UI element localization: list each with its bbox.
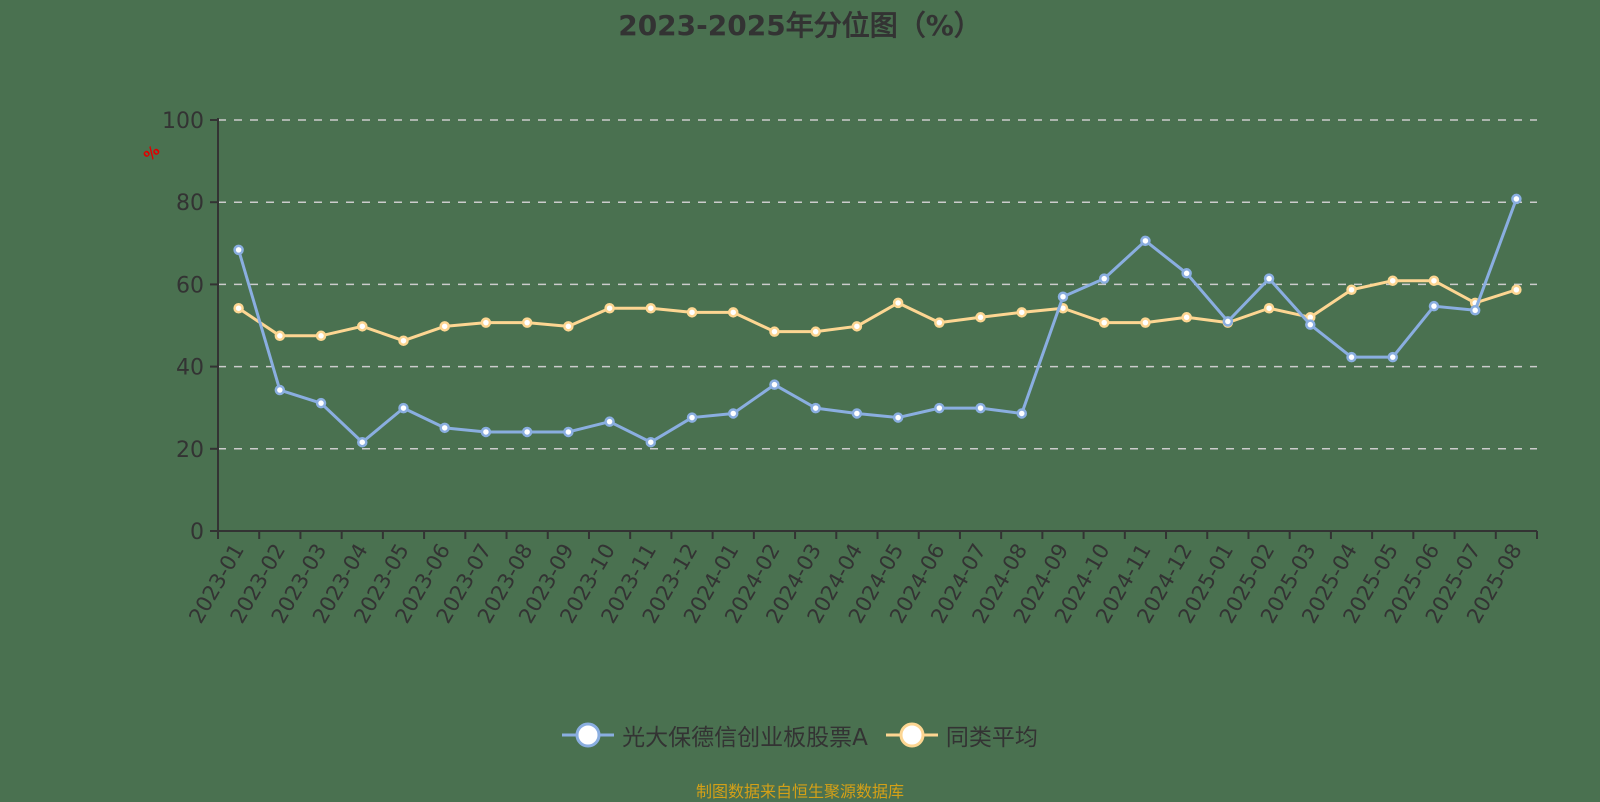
data-point[interactable] [934,402,945,414]
data-point[interactable] [1181,312,1192,323]
data-point[interactable] [357,321,368,332]
data-point[interactable] [521,426,533,438]
data-point[interactable] [1181,268,1192,279]
y-axis-unit: % [140,141,163,164]
data-point[interactable] [1346,351,1357,363]
data-point[interactable] [1098,273,1110,284]
data-point[interactable] [357,436,368,448]
legend-item-fund[interactable]: 光大保德信创业板股票A [562,718,868,752]
data-point[interactable] [975,312,986,323]
data-point[interactable] [398,402,409,414]
data-point[interactable] [1428,300,1440,312]
data-point[interactable] [1387,275,1398,286]
data-point[interactable] [521,317,533,328]
data-point[interactable] [480,426,492,438]
data-point[interactable] [398,335,409,346]
data-point[interactable] [892,297,904,309]
data-point[interactable] [892,412,904,423]
series-line-average [237,279,1517,343]
data-point[interactable] [1469,305,1481,316]
legend: 光大保德信创业板股票A 同类平均 [0,718,1600,752]
data-point[interactable] [1428,275,1440,286]
y-tick-label: 0 [190,520,204,545]
data-point[interactable] [1016,408,1028,419]
data-point[interactable] [563,426,574,438]
chart-title: 2023-2025年分位图（%） [618,9,982,42]
data-point[interactable] [934,317,945,328]
data-point[interactable] [1263,302,1275,314]
data-point[interactable] [810,402,821,414]
data-point[interactable] [727,408,739,419]
data-point[interactable] [315,330,327,342]
data-point[interactable] [233,302,244,314]
data-point[interactable] [686,307,698,318]
data-point[interactable] [769,326,780,337]
data-point[interactable] [274,384,286,396]
y-tick-label: 80 [176,191,204,216]
data-point[interactable] [686,412,698,423]
data-point[interactable] [480,317,492,328]
data-point[interactable] [769,379,780,390]
data-point[interactable] [727,307,739,318]
legend-marker-average-icon [885,722,938,748]
data-point[interactable] [1511,284,1522,295]
legend-label-fund: 光大保德信创业板股票A [622,725,868,751]
series-line-fund [237,198,1518,444]
y-tick-label: 40 [176,356,204,381]
data-point[interactable] [1305,319,1316,330]
data-point[interactable] [439,321,450,332]
y-tick-label: 60 [176,273,204,298]
data-point[interactable] [1098,317,1110,328]
data-point[interactable] [1511,193,1522,205]
data-point[interactable] [1346,284,1357,295]
data-point[interactable] [1016,307,1028,318]
data-point[interactable] [233,244,244,256]
data-point[interactable] [1140,235,1151,247]
data-point[interactable] [645,436,657,448]
source-note: 制图数据来自恒生聚源数据库 [695,782,904,801]
data-point[interactable] [1057,291,1069,302]
y-tick-label: 100 [162,109,204,134]
legend-item-average[interactable]: 同类平均 [885,718,1038,752]
data-point[interactable] [563,321,574,332]
data-point[interactable] [315,397,327,409]
data-point[interactable] [604,416,615,427]
data-point[interactable] [439,422,450,434]
y-tick-label: 20 [176,438,204,463]
data-point[interactable] [851,408,863,419]
legend-marker-fund-icon [562,722,615,748]
data-point[interactable] [274,330,286,342]
data-point[interactable] [975,402,986,414]
data-point[interactable] [851,321,863,332]
data-point[interactable] [810,326,821,337]
data-point[interactable] [1222,316,1234,327]
data-point[interactable] [1387,351,1398,363]
data-point[interactable] [1263,273,1275,284]
legend-label-average: 同类平均 [945,725,1038,751]
data-point[interactable] [1140,317,1151,328]
data-point[interactable] [604,302,615,314]
data-point[interactable] [645,302,657,314]
